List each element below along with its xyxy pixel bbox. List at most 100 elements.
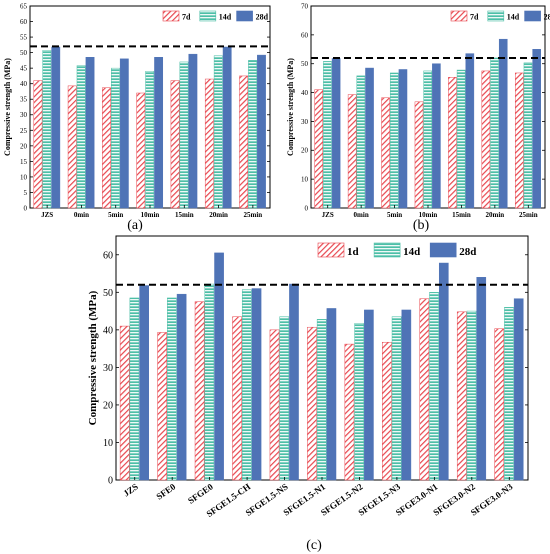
bar-14d-25min: [248, 60, 257, 209]
legend-swatch-7d: [450, 10, 468, 22]
y-tick-label: 25: [20, 127, 28, 135]
x-tick-label: 5min: [108, 211, 123, 219]
bar-28d-25min: [257, 54, 266, 209]
bar-7d-20min: [481, 70, 491, 209]
bar-7d-5min: [381, 97, 390, 209]
y-tick-label: 20: [301, 147, 309, 155]
legend-swatch-1d: [317, 242, 345, 258]
bar-1d-SFGE0: [194, 301, 205, 481]
y-tick-label: 55: [20, 34, 28, 42]
bar-14d-25min: [523, 62, 533, 209]
bar-14d-SFGE0: [204, 283, 215, 481]
bar-28d-15min: [188, 53, 198, 209]
x-tick-label: 20min: [209, 211, 228, 219]
panel-label-c: (c): [306, 538, 322, 553]
bar-14d-5min: [389, 72, 399, 209]
y-tick-label: 0: [305, 204, 309, 212]
y-tick-label: 20: [103, 400, 113, 411]
y-tick-label: 60: [20, 18, 28, 26]
bar-28d-SFGE1.5-N1: [326, 308, 337, 481]
bar-14d-10min: [423, 70, 432, 209]
bar-7d-10min: [136, 92, 146, 209]
legend-label-1d: 1d: [347, 246, 359, 258]
bar-28d-JZS: [51, 46, 61, 209]
bar-28d-10min: [154, 57, 164, 209]
legend-swatch-14d: [199, 10, 217, 22]
bar-14d-SFGE3.0-N1: [429, 292, 439, 481]
y-tick-label: 40: [301, 89, 309, 97]
x-tick-label: 0min: [354, 211, 369, 219]
legend-label-14d: 14d: [507, 13, 520, 22]
bar-14d-15min: [179, 61, 189, 209]
y-axis-label: Compressive strength (MPa): [87, 290, 99, 425]
legend-swatch-7d: [162, 10, 180, 22]
x-tick-label: 20min: [486, 211, 505, 219]
bar-7d-JZS: [33, 80, 43, 209]
bar-7d-10min: [414, 101, 424, 209]
bar-28d-25min: [532, 49, 541, 209]
chart-panel-c: 0 10 20 30 40 50 60 Compressive strength (MPa) J…: [87, 235, 529, 519]
bar-7d-0min: [347, 94, 357, 209]
bar-14d-10min: [145, 71, 155, 209]
y-tick-label: 35: [20, 96, 28, 104]
y-tick-label: 10: [20, 173, 28, 181]
bar-14d-20min: [213, 55, 223, 209]
bar-7d-25min: [514, 72, 524, 209]
bar-14d-5min: [111, 67, 120, 209]
bar-28d-SFGE0: [214, 252, 224, 481]
y-tick-label: 0: [108, 476, 113, 487]
y-tick-label: 50: [103, 288, 113, 299]
bar-28d-SFGE1.5-N2: [364, 309, 374, 481]
bar-1d-SFGE3.0-N1: [419, 298, 430, 481]
y-tick-label: 30: [301, 118, 309, 126]
y-tick-label: 30: [103, 363, 113, 374]
bar-14d-SFGE3.0-N2: [466, 310, 477, 481]
bar-28d-5min: [119, 58, 129, 209]
bar-28d-SFGE3.0-N2: [476, 277, 487, 481]
bar-28d-20min: [222, 46, 232, 209]
bar-28d-SFE0: [176, 293, 187, 481]
bar-1d-SFE0: [157, 332, 167, 481]
bar-14d-JZS: [323, 61, 332, 209]
bar-1d-JZS: [119, 325, 130, 481]
bar-14d-SFGE1.5-N2: [354, 323, 364, 481]
x-tick-label: 10min: [419, 211, 438, 219]
panel-label-a: (a): [127, 218, 143, 233]
x-tick-label: JZS: [322, 211, 334, 219]
panel-label-b: (b): [413, 218, 430, 233]
x-tick-label: 25min: [519, 211, 538, 219]
x-tick-label: SFGE0: [186, 481, 215, 506]
bar-28d-10min: [432, 63, 441, 209]
chart-panel-a: 0 5 10 15 20 25 30 35 40 45 50 55 60 65 Compressive st…: [3, 2, 271, 219]
y-tick-label: 5: [24, 189, 28, 197]
bar-14d-15min: [456, 69, 466, 209]
y-tick-label: 65: [20, 2, 28, 10]
bar-14d-SFGE1.5-N1: [316, 319, 327, 481]
legend-swatch-28d: [524, 10, 541, 22]
bar-14d-0min: [356, 75, 366, 209]
bar-28d-20min: [498, 38, 508, 209]
legend-swatch-14d: [373, 242, 401, 258]
legend-label-28d: 28d: [256, 13, 269, 22]
bar-28d-SFGE1.5-N3: [401, 309, 412, 481]
y-tick-label: 40: [103, 325, 113, 336]
legend-label-7d: 7d: [182, 13, 191, 22]
y-tick-label: 30: [20, 111, 28, 119]
bar-28d-15min: [465, 53, 475, 209]
x-tick-label: 25min: [244, 211, 263, 219]
y-tick-label: 15: [20, 158, 28, 166]
x-tick-label: 10min: [141, 211, 160, 219]
y-tick-label: 40: [20, 80, 28, 88]
legend-swatch-28d: [429, 242, 457, 258]
y-tick-label: 60: [301, 31, 309, 39]
bar-1d-SFGE1.5-N3: [382, 341, 392, 481]
bar-28d-SFGE3.0-N3: [513, 298, 524, 481]
bar-7d-JZS: [314, 89, 324, 209]
bar-1d-SFGE1.5-NS: [269, 329, 280, 481]
bar-7d-15min: [448, 77, 457, 209]
bar-1d-SFGE3.0-N3: [494, 328, 505, 481]
bar-28d-0min: [365, 67, 374, 209]
bar-28d-SFGE1.5-NS: [289, 283, 299, 481]
x-tick-label: JZS: [121, 481, 139, 498]
